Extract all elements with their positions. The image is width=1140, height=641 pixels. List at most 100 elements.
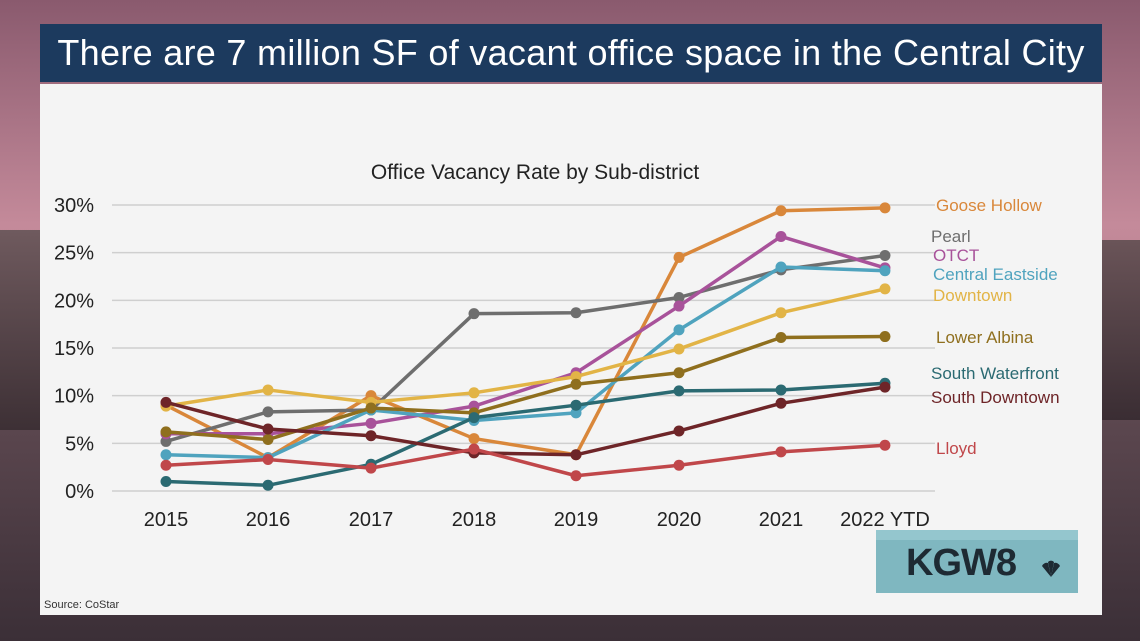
data-point — [570, 378, 582, 390]
data-point — [262, 454, 274, 466]
chart-title: Office Vacancy Rate by Sub-district — [371, 161, 700, 184]
data-point — [262, 423, 274, 435]
data-point — [775, 384, 787, 396]
data-point — [262, 434, 274, 446]
data-point — [468, 433, 480, 445]
series-line — [164, 443, 887, 478]
x-tick-label: 2022 YTD — [840, 509, 930, 531]
x-tick-label: 2018 — [452, 509, 497, 531]
source-note: Source: CoStar — [44, 599, 120, 611]
data-point — [775, 397, 787, 409]
y-tick-label: 0% — [65, 481, 94, 503]
data-point — [468, 443, 480, 455]
y-tick-label: 25% — [54, 243, 94, 265]
series-label: South Downtown — [931, 388, 1060, 407]
data-point — [879, 331, 891, 343]
data-point — [570, 449, 582, 461]
data-point — [570, 470, 582, 482]
x-tick-label: 2017 — [349, 509, 394, 531]
data-point — [673, 324, 685, 336]
data-point — [160, 435, 172, 447]
data-point — [673, 343, 685, 355]
station-logo: KGW8 — [876, 530, 1078, 593]
data-point — [775, 230, 787, 242]
data-point — [775, 261, 787, 273]
gridlines — [112, 204, 935, 492]
headline-banner: There are 7 million SF of vacant office … — [40, 24, 1102, 82]
series-group — [160, 377, 891, 491]
series-line — [164, 253, 887, 444]
y-tick-label: 5% — [65, 433, 94, 455]
data-point — [262, 384, 274, 396]
city-skyline-right — [1102, 240, 1140, 420]
data-point — [673, 459, 685, 471]
data-point — [160, 449, 172, 461]
x-tick-label: 2016 — [246, 509, 291, 531]
series-group — [160, 381, 891, 461]
data-point — [468, 308, 480, 320]
x-tick-label: 2015 — [144, 509, 189, 531]
data-point — [673, 367, 685, 379]
data-point — [879, 265, 891, 277]
data-point — [468, 412, 480, 424]
series-label: South Waterfront — [931, 364, 1059, 383]
y-tick-label: 15% — [54, 338, 94, 360]
data-point — [673, 291, 685, 303]
data-point — [365, 430, 377, 442]
data-point — [775, 307, 787, 319]
series-group — [160, 439, 891, 482]
data-point — [160, 475, 172, 487]
data-point — [673, 251, 685, 263]
data-point — [879, 381, 891, 393]
x-tick-label: 2020 — [657, 509, 702, 531]
y-tick-label: 10% — [54, 386, 94, 408]
series-line — [164, 265, 887, 460]
y-tick-label: 20% — [54, 290, 94, 312]
data-point — [879, 202, 891, 214]
series-line — [164, 385, 887, 457]
x-axis-ticks: 2015 2016 2017 2018 2019 2020 2021 2022 YTD — [144, 509, 930, 531]
data-point — [365, 417, 377, 429]
data-point — [673, 425, 685, 437]
data-point — [570, 371, 582, 383]
data-point — [468, 387, 480, 399]
series-line — [164, 334, 887, 442]
data-point — [775, 446, 787, 458]
y-tick-label: 30% — [54, 195, 94, 217]
series-label: Downtown — [933, 286, 1012, 305]
data-point — [673, 300, 685, 312]
series-label: OTCT — [933, 246, 979, 265]
data-point — [160, 396, 172, 408]
data-point — [160, 426, 172, 438]
series-label: Pearl — [931, 227, 971, 246]
data-point — [365, 402, 377, 414]
data-point — [365, 462, 377, 474]
series-line — [164, 234, 887, 436]
data-point — [775, 205, 787, 217]
data-point — [160, 459, 172, 471]
data-point — [570, 407, 582, 419]
series-line — [164, 287, 887, 408]
data-point — [879, 250, 891, 262]
series-label: Lower Albina — [936, 328, 1034, 347]
data-point — [570, 399, 582, 411]
series-label: Lloyd — [936, 439, 977, 458]
x-tick-label: 2019 — [554, 509, 599, 531]
series-label: Goose Hollow — [936, 196, 1043, 215]
series-group — [160, 202, 891, 464]
data-point — [775, 332, 787, 344]
city-skyline-left — [0, 230, 40, 430]
nbc-peacock-icon — [1042, 560, 1060, 577]
chart-panel — [40, 84, 1102, 615]
data-point — [262, 479, 274, 491]
y-axis-ticks: 0% 5% 10% 15% 20% 25% 30% — [54, 195, 94, 503]
series-line — [164, 381, 887, 488]
x-tick-label: 2021 — [759, 509, 804, 531]
data-point — [262, 406, 274, 418]
series-label: Central Eastside — [933, 265, 1058, 284]
data-point — [879, 439, 891, 451]
data-point — [673, 385, 685, 397]
series-lines — [160, 202, 891, 491]
